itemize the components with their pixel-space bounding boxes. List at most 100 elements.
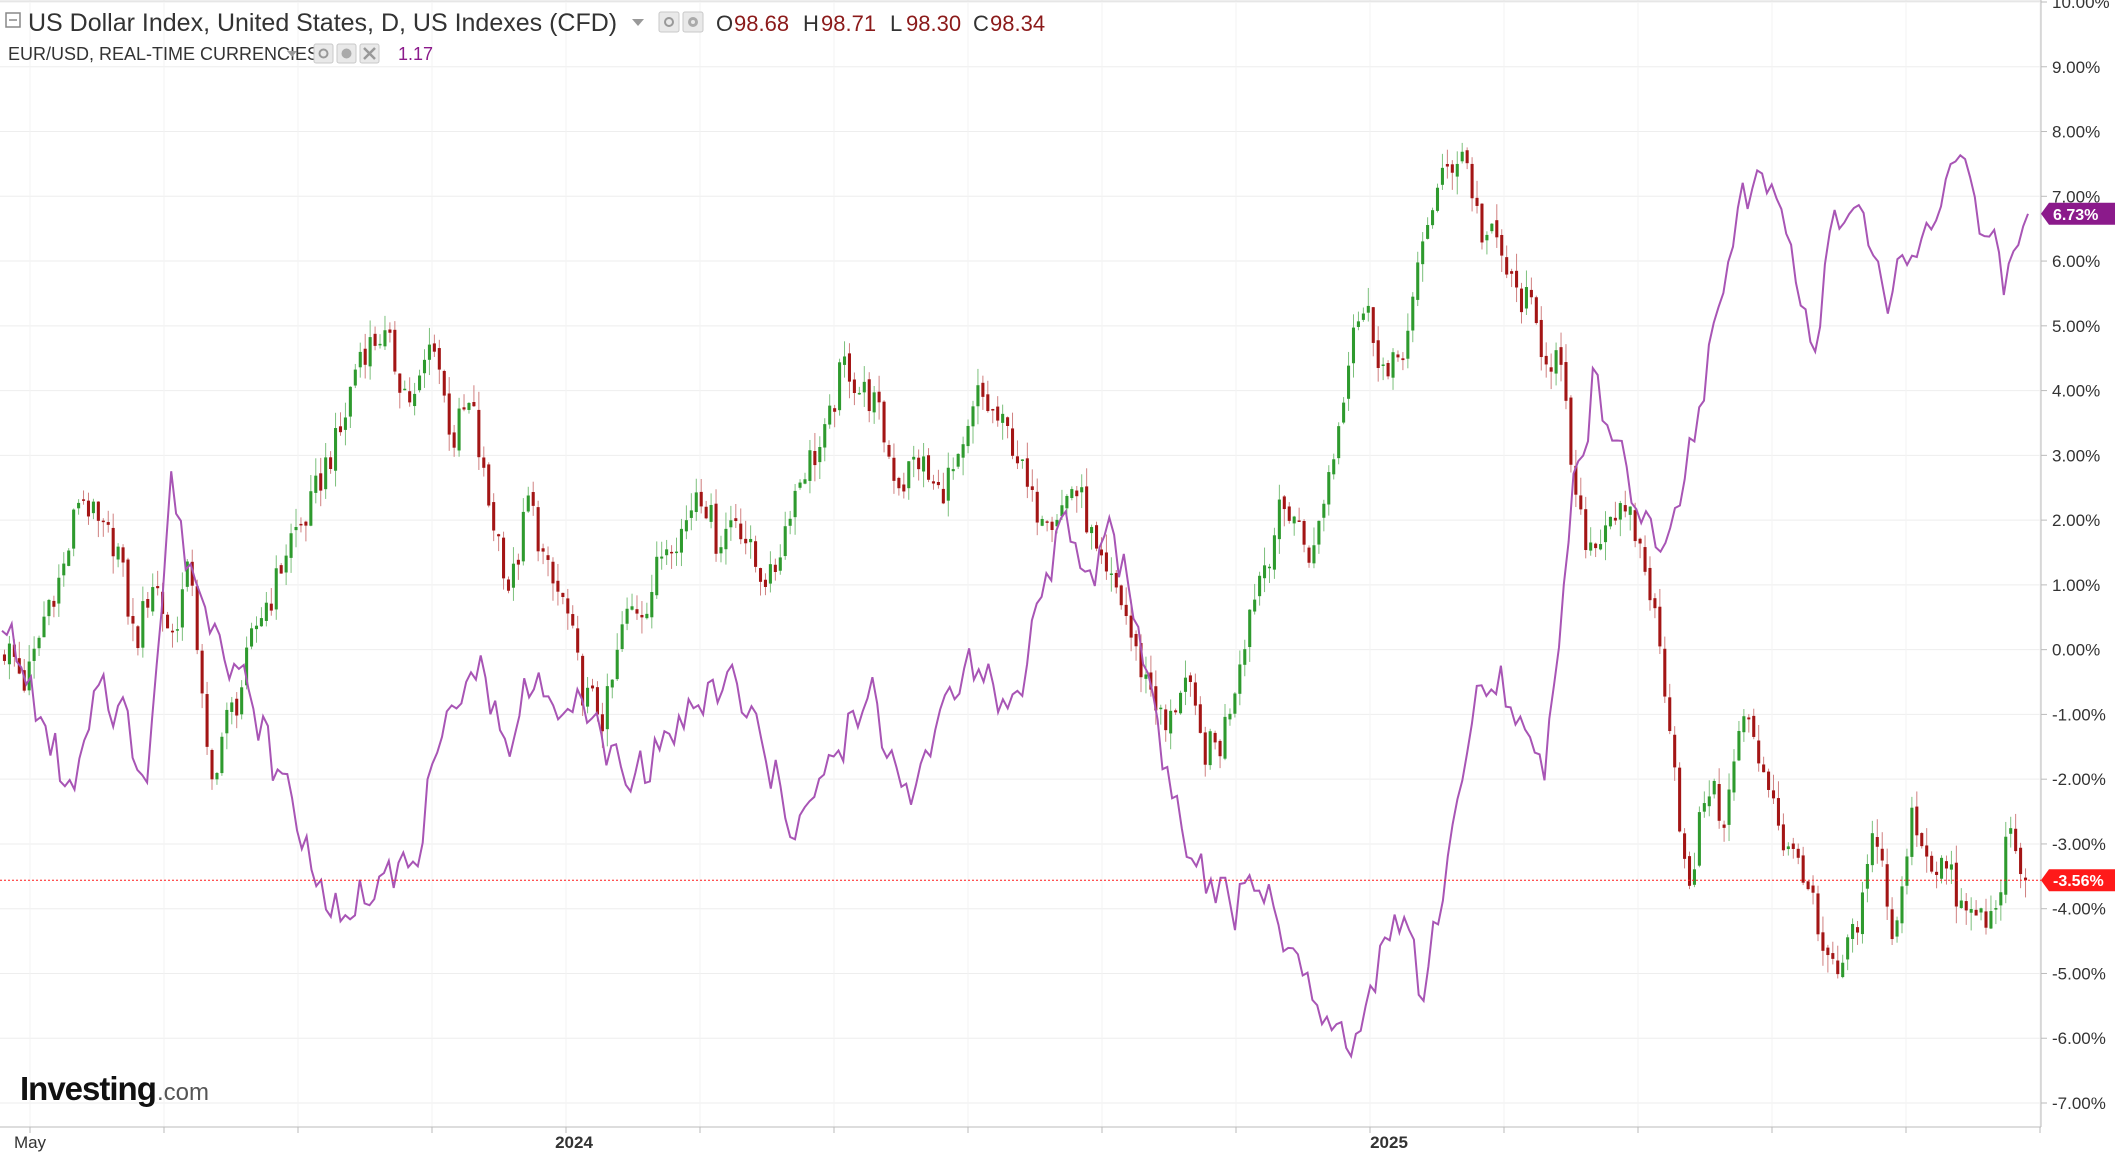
candle-down (897, 477, 901, 489)
candle-up (230, 702, 234, 712)
candle-up (1090, 527, 1094, 534)
candle-up (245, 647, 249, 686)
candle-down (299, 523, 303, 526)
candle-up (457, 408, 461, 451)
candle-up (838, 362, 842, 411)
candle-up (348, 386, 352, 417)
candle-up (334, 428, 338, 471)
candle-down (1890, 909, 1894, 940)
candle-down (1880, 848, 1884, 861)
candle-down (1149, 672, 1153, 690)
candle-up (467, 402, 471, 410)
candle-down (754, 541, 758, 567)
candle-down (1119, 585, 1123, 606)
candle-down (1025, 458, 1029, 487)
candle-down (1287, 506, 1291, 521)
compare-title: EUR/USD, REAL-TIME CURRENCIES (8, 44, 319, 64)
price-axis: 10.00% 9.00% 8.00% 7.00% 6.00% 5.00% 4.00% 3.00… (2041, 0, 2110, 1113)
candle-up (1391, 352, 1395, 378)
candle-up (630, 606, 634, 610)
candle-up (116, 546, 120, 560)
candle-up (1712, 780, 1716, 795)
candle-up (1272, 535, 1276, 570)
candle-up (1416, 262, 1420, 300)
candle-down (833, 408, 837, 412)
candle-up (1599, 544, 1603, 550)
candle-down (1806, 881, 1810, 890)
candle-up (842, 356, 847, 365)
candle-down (363, 348, 367, 365)
candle-down (1174, 710, 1178, 713)
x-tick-label: May (14, 1133, 47, 1152)
candle-up (1865, 864, 1869, 889)
candle-down (1638, 538, 1642, 544)
current-value-badges: 6.73% -3.56% (2041, 202, 2115, 892)
candle-down (1445, 163, 1449, 167)
candle-up (259, 618, 263, 627)
eye-pupil (664, 17, 674, 27)
y-tick-label: -6.00% (2052, 1029, 2106, 1048)
candle-down (1534, 297, 1538, 324)
candle-down (432, 343, 436, 352)
candle-down (941, 488, 945, 504)
candle-up (37, 637, 41, 649)
candle-down (1154, 686, 1158, 711)
candle-down (437, 348, 441, 370)
candle-up (586, 687, 590, 707)
y-tick-label: -1.00% (2052, 705, 2106, 724)
candle-down (1574, 465, 1578, 495)
candle-up (2004, 836, 2008, 895)
candle-up (1603, 525, 1608, 543)
candle-up (1900, 886, 1904, 924)
candle-down (1297, 520, 1301, 522)
candle-up (289, 533, 293, 558)
candle-down (1678, 767, 1682, 832)
candle-down (1762, 764, 1766, 773)
candle-up (1327, 472, 1331, 505)
candle-down (1831, 953, 1835, 959)
candle-up (1742, 716, 1746, 733)
ohlc-close-label: C (973, 11, 989, 36)
candle-down (877, 391, 881, 403)
visibility-eye-icon[interactable] (658, 11, 680, 33)
x-tick-label: 2024 (555, 1133, 593, 1152)
candle-up (141, 601, 145, 648)
candle-down (1757, 740, 1761, 764)
candle-down (541, 548, 545, 552)
candle-up (1939, 857, 1944, 879)
candle-down (931, 481, 935, 484)
candle-down (492, 502, 496, 531)
candle-up (254, 625, 259, 630)
y-tick-label: -4.00% (2052, 900, 2106, 919)
candle-down (106, 522, 110, 525)
candle-down (304, 521, 308, 526)
candle-down (1386, 362, 1390, 377)
logo-suffix: .com (157, 1079, 209, 1106)
candle-up (724, 528, 728, 550)
candle-down (763, 579, 767, 587)
candle-down (1643, 547, 1647, 572)
compare-visibility-eye-icon[interactable] (313, 43, 334, 64)
candle-up (1109, 573, 1113, 576)
candle-down (640, 614, 644, 618)
candle-up (418, 375, 422, 391)
candle-up (778, 557, 782, 571)
y-tick-label: -7.00% (2052, 1094, 2106, 1113)
candle-up (314, 475, 318, 493)
candle-up (1999, 892, 2003, 906)
candle-down (1944, 861, 1948, 869)
candle-down (1984, 911, 1988, 928)
candle-up (1440, 167, 1444, 185)
candle-down (170, 630, 175, 633)
main-title-dropdown-icon[interactable] (632, 19, 644, 26)
candle-up (912, 456, 916, 460)
candle-up (1144, 674, 1148, 679)
candle-down (1964, 901, 1968, 911)
candle-up (857, 392, 861, 395)
gear-center (691, 20, 695, 24)
candle-up (946, 467, 950, 501)
compare-title-dropdown-icon[interactable] (287, 51, 297, 57)
candle-down (452, 432, 456, 448)
candle-up (403, 388, 407, 391)
